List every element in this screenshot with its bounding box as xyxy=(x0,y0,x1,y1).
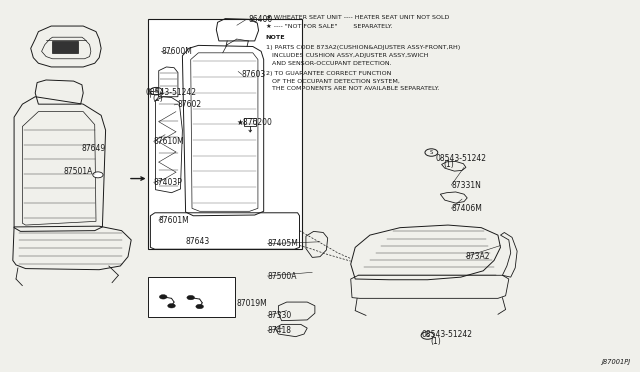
Text: ★876200: ★876200 xyxy=(237,118,273,126)
Text: 1) PARTS CODE 873A2(CUSHION&ADJUSTER ASSY-FRONT,RH): 1) PARTS CODE 873A2(CUSHION&ADJUSTER ASS… xyxy=(266,45,460,50)
Text: 86400: 86400 xyxy=(248,15,273,24)
Text: THE COMPONENTS ARE NOT AVAILABLE SEPARATELY.: THE COMPONENTS ARE NOT AVAILABLE SEPARAT… xyxy=(266,86,439,92)
Circle shape xyxy=(187,295,195,300)
Text: S: S xyxy=(429,150,433,155)
Circle shape xyxy=(168,304,175,308)
Text: INCLUDES CUSHION ASSY,ADJUSTER ASSY,SWICH: INCLUDES CUSHION ASSY,ADJUSTER ASSY,SWIC… xyxy=(266,53,428,58)
Text: 87649: 87649 xyxy=(82,144,106,153)
Text: 87600M: 87600M xyxy=(161,47,192,56)
Text: ★ ---- "NOT FOR SALE"        SEPARATELY.: ★ ---- "NOT FOR SALE" SEPARATELY. xyxy=(266,24,392,29)
Bar xyxy=(244,118,256,126)
Text: S: S xyxy=(426,333,429,338)
Text: J87001PJ: J87001PJ xyxy=(601,359,630,365)
Text: (1): (1) xyxy=(443,160,454,169)
Circle shape xyxy=(93,172,103,178)
Text: 87610M: 87610M xyxy=(154,137,184,146)
Bar xyxy=(148,277,235,317)
Text: OF THE OCCUPANT DETECTION SYSTEM,: OF THE OCCUPANT DETECTION SYSTEM, xyxy=(266,78,399,84)
Text: 87643: 87643 xyxy=(186,237,210,246)
Text: 87418: 87418 xyxy=(268,326,292,335)
Text: 87602: 87602 xyxy=(178,100,202,109)
Circle shape xyxy=(196,304,204,309)
Text: 08543-51242: 08543-51242 xyxy=(435,154,486,163)
Text: (2): (2) xyxy=(152,94,163,103)
Text: (1): (1) xyxy=(430,337,441,346)
Text: 873A2: 873A2 xyxy=(466,252,490,261)
Bar xyxy=(52,41,78,53)
Text: 87500A: 87500A xyxy=(268,272,297,280)
Text: 87601M: 87601M xyxy=(159,216,189,225)
Text: 08543-51242: 08543-51242 xyxy=(421,330,472,339)
Text: AND SENSOR-OCCUPANT DETECTION.: AND SENSOR-OCCUPANT DETECTION. xyxy=(266,61,391,66)
Text: 87405M: 87405M xyxy=(268,239,298,248)
Text: S: S xyxy=(154,89,158,94)
Circle shape xyxy=(159,295,167,299)
Text: 87406M: 87406M xyxy=(451,204,482,213)
Text: 2) TO GUARANTEE CORRECT FUNCTION: 2) TO GUARANTEE CORRECT FUNCTION xyxy=(266,71,391,76)
Text: 87019M: 87019M xyxy=(237,299,268,308)
Text: 87330: 87330 xyxy=(268,311,292,320)
Text: 08543-51242: 08543-51242 xyxy=(146,88,197,97)
Text: NOTE: NOTE xyxy=(266,35,285,41)
Text: 87501A: 87501A xyxy=(64,167,93,176)
Text: 87403P: 87403P xyxy=(154,178,182,187)
Text: ★ W/HEATER SEAT UNIT ---- HEATER SEAT UNIT NOT SOLD: ★ W/HEATER SEAT UNIT ---- HEATER SEAT UN… xyxy=(266,14,449,19)
Bar xyxy=(148,19,302,249)
Text: 87331N: 87331N xyxy=(451,181,481,190)
Text: 87603: 87603 xyxy=(242,70,266,79)
